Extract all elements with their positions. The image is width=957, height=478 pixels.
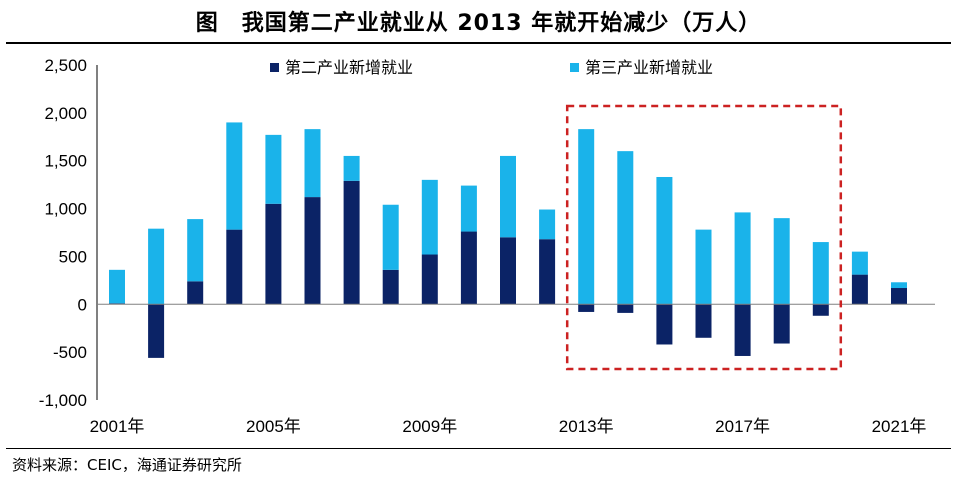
bar-tertiary xyxy=(773,218,790,305)
legend-label-tertiary: 第三产业新增就业 xyxy=(585,58,713,77)
bar-tertiary xyxy=(578,129,595,305)
bar-tertiary xyxy=(851,251,868,275)
legend-swatch-secondary xyxy=(270,63,279,72)
y-tick-label: -1,000 xyxy=(39,391,87,410)
bar-tertiary xyxy=(656,176,673,305)
legend-label-secondary: 第二产业新增就业 xyxy=(285,58,413,77)
bar-secondary xyxy=(734,304,751,356)
bar-secondary xyxy=(382,269,399,305)
source-note: 资料来源：CEIC，海通证券研究所 xyxy=(12,456,242,474)
bar-secondary xyxy=(265,203,282,305)
x-tick-label: 2005年 xyxy=(246,417,301,436)
source-divider xyxy=(6,448,951,449)
x-tick-label: 2017年 xyxy=(715,417,770,436)
bar-secondary xyxy=(539,239,556,305)
bar-tertiary xyxy=(539,209,556,240)
bar-secondary xyxy=(343,180,360,305)
bar-secondary xyxy=(148,304,165,358)
bar-tertiary xyxy=(812,242,829,305)
bar-tertiary xyxy=(460,185,477,232)
bar-chart: -1,000 -500 0 500 1,000 1,500 2,000 2,500 2001年 2… xyxy=(39,56,935,436)
bar-secondary xyxy=(578,304,595,312)
bar-secondary xyxy=(226,229,243,305)
x-tick-label: 2021年 xyxy=(872,417,927,436)
y-tick-label: 1,500 xyxy=(44,152,87,171)
bar-secondary xyxy=(695,304,712,338)
bar-secondary xyxy=(187,281,204,305)
bar-tertiary xyxy=(500,155,516,238)
bar-secondary xyxy=(421,254,438,305)
highlight-box xyxy=(565,104,843,371)
legend-swatch-tertiary xyxy=(570,63,579,72)
bar-tertiary xyxy=(617,151,634,305)
bar-tertiary xyxy=(187,219,204,282)
y-tick-label: 2,500 xyxy=(44,56,87,75)
bar-tertiary xyxy=(734,212,751,305)
bar-secondary xyxy=(304,197,321,305)
y-tick-label: -500 xyxy=(53,343,87,362)
chart-title: 图 我国第二产业就业从 2013 年就开始减少（万人） xyxy=(195,11,762,36)
bar-tertiary xyxy=(891,282,907,289)
bar-tertiary xyxy=(343,155,360,181)
bar-tertiary xyxy=(695,229,712,305)
bar-tertiary xyxy=(304,129,321,198)
x-tick-label: 2009年 xyxy=(402,417,457,436)
bar-tertiary xyxy=(226,122,243,230)
bar-tertiary xyxy=(109,269,125,304)
x-tick-label: 2013年 xyxy=(559,417,614,436)
bar-tertiary xyxy=(421,179,438,255)
bar-secondary xyxy=(891,288,907,305)
y-tick-label: 2,000 xyxy=(44,104,87,123)
bar-tertiary xyxy=(265,134,282,204)
x-tick-label: 2001年 xyxy=(90,417,145,436)
title-divider xyxy=(6,42,951,44)
bar-tertiary xyxy=(148,228,165,305)
bar-secondary xyxy=(500,237,516,305)
bar-secondary xyxy=(617,304,634,313)
bar-secondary xyxy=(773,304,790,344)
y-tick-label: 1,000 xyxy=(44,200,87,219)
y-tick-label: 0 xyxy=(78,295,87,314)
bar-secondary xyxy=(812,304,829,316)
bar-tertiary xyxy=(382,204,399,270)
y-tick-label: 500 xyxy=(59,247,87,266)
bar-secondary xyxy=(656,304,673,345)
bar-secondary xyxy=(851,274,868,305)
bar-secondary xyxy=(460,231,477,305)
